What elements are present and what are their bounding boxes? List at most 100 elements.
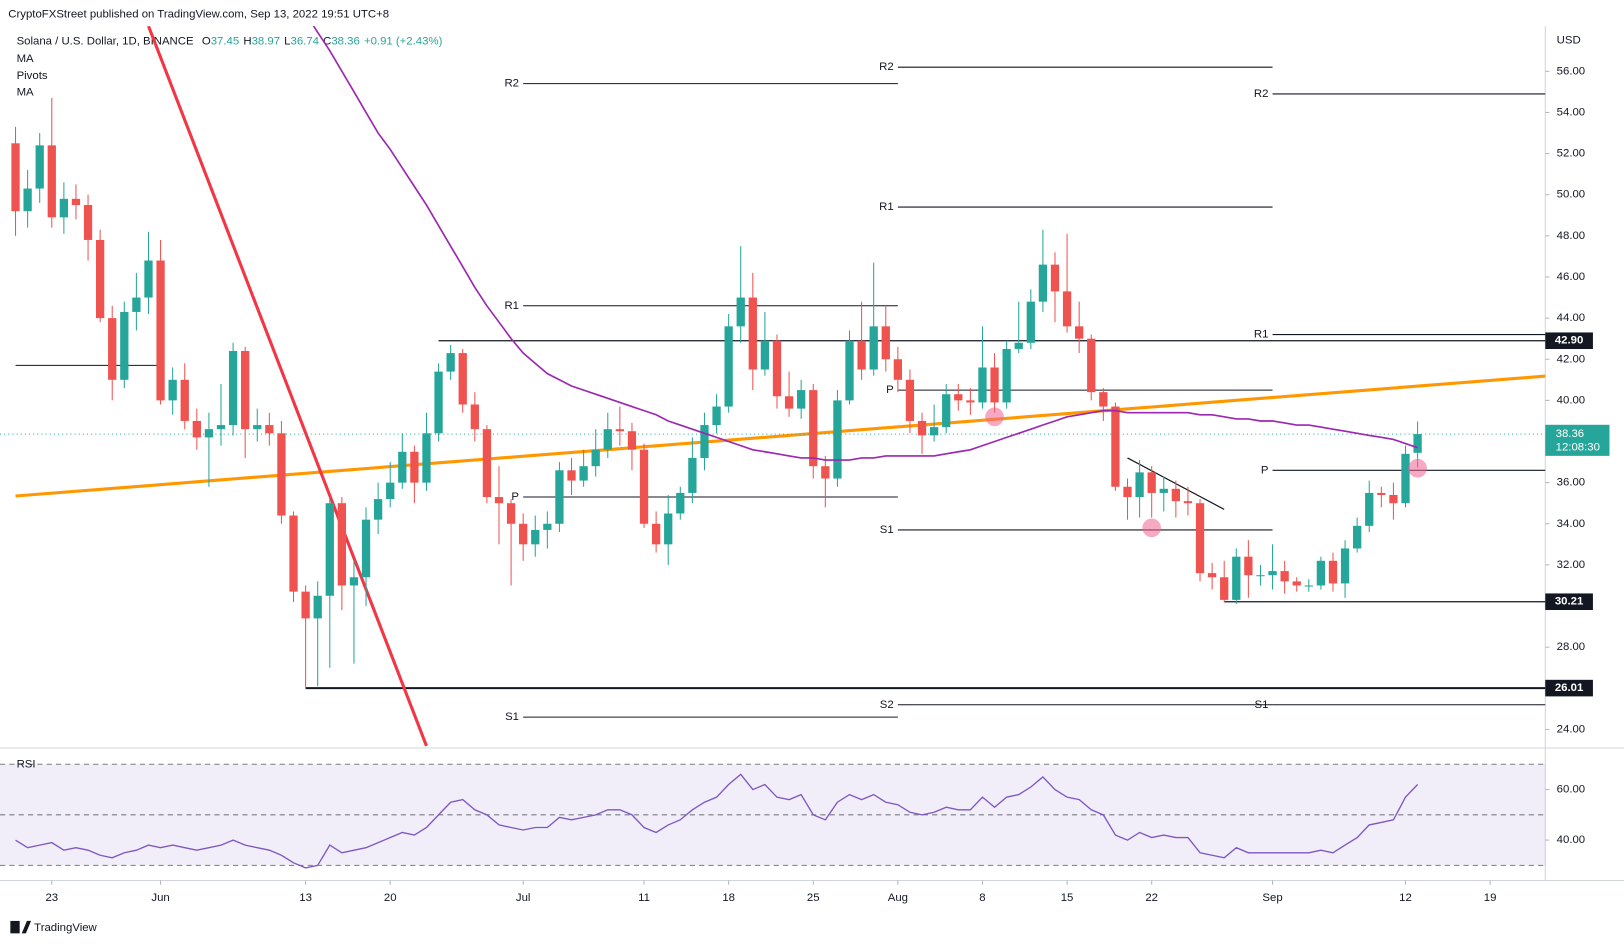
y-tick-label: 48.00 (1557, 230, 1585, 242)
candle-body (1328, 560, 1338, 584)
candle-body (1099, 392, 1108, 407)
candle-body (1292, 581, 1301, 586)
candle-body (47, 145, 56, 218)
highlight-marker (1142, 518, 1162, 538)
indicator-label: Pivots (17, 70, 48, 82)
candle-body (1123, 486, 1132, 498)
indicator-label: MA (17, 53, 34, 65)
candle-body (494, 497, 504, 504)
candle-body (373, 499, 383, 520)
y-tick-label: 42.00 (1557, 353, 1585, 365)
trendline (15, 374, 1546, 498)
candle-body (748, 297, 757, 370)
candle-body (398, 451, 407, 483)
candle-body (228, 351, 238, 426)
candle-body (23, 188, 32, 212)
candle-body (688, 457, 697, 493)
candle-body (277, 433, 286, 516)
candle-body (905, 379, 915, 421)
candle-body (1002, 348, 1011, 403)
candle-body (1062, 291, 1072, 327)
candle-body (434, 371, 443, 434)
candle-body (410, 451, 419, 483)
axes: 24.0026.0028.0030.0032.0034.0036.0038.00… (45, 65, 1610, 904)
candle-body (651, 523, 661, 545)
pivot-label: P (886, 384, 894, 396)
candle-body (519, 523, 528, 545)
candle-body (845, 340, 854, 401)
candle-body (446, 353, 455, 372)
y-tick-label: 50.00 (1557, 189, 1585, 201)
candle-body (893, 359, 903, 380)
x-tick-label: 20 (384, 892, 397, 904)
rsi-y-tick-label: 40.00 (1557, 834, 1585, 846)
x-tick-label: 12 (1399, 892, 1412, 904)
candle-body (809, 390, 818, 467)
symbol: Solana / U.S. Dollar, 1D, BINANCE (17, 36, 194, 48)
candle-body (253, 425, 262, 430)
candle-body (1014, 342, 1023, 349)
y-tick-label: 24.00 (1557, 723, 1585, 735)
candle-body (1256, 575, 1265, 577)
y-tick-label: 46.00 (1557, 271, 1585, 283)
pivot-label: S1 (505, 711, 519, 723)
candle-body (615, 429, 625, 432)
candle-body (990, 367, 999, 403)
candle-body (108, 318, 117, 380)
candle-body (325, 503, 334, 596)
pivot-label: S1 (880, 524, 894, 536)
pivot-label: R2 (1254, 88, 1269, 100)
candle-body (1183, 501, 1193, 504)
candle-body (289, 515, 298, 592)
candle-body (1038, 264, 1048, 302)
candle-body (1087, 338, 1096, 393)
candle-body (639, 449, 649, 524)
candle-body (966, 400, 975, 403)
candle-body (1171, 488, 1180, 502)
change: +0.91 (+2.43%) (364, 36, 443, 48)
candle-body (1026, 301, 1035, 343)
candle-body (954, 394, 963, 401)
candle-body (942, 394, 951, 428)
x-tick-label: 13 (299, 892, 312, 904)
y-tick-label: 54.00 (1557, 106, 1585, 118)
candle-body (1159, 488, 1168, 493)
candle-body (204, 429, 214, 438)
candle-body (712, 406, 721, 426)
candle-body (95, 239, 105, 319)
candle-body (821, 466, 830, 479)
ohlc-value: 36.74 (291, 36, 319, 48)
level-price-label: 42.90 (1555, 335, 1583, 347)
last-price-label: 38.36 (1556, 428, 1584, 440)
candle-body (1377, 492, 1386, 495)
candle-body (180, 379, 189, 421)
candle-body (627, 431, 637, 450)
x-tick-label: 15 (1061, 892, 1074, 904)
candle-body (881, 326, 890, 360)
candle-body (869, 326, 878, 370)
candle-body (543, 523, 552, 530)
trendline (147, 26, 428, 747)
candle-body (71, 198, 81, 205)
pivot-label: R1 (504, 300, 519, 312)
candle-body (833, 400, 842, 479)
candle-body (192, 420, 201, 438)
candle-body (1220, 577, 1229, 600)
candle-body (313, 595, 322, 619)
candle-body (736, 297, 745, 327)
highlight-marker (1408, 458, 1427, 478)
rsi-band (0, 764, 1546, 866)
x-tick-label: 23 (45, 892, 58, 904)
candle-body (1304, 585, 1313, 587)
ohlc-label: O (202, 36, 211, 48)
candle-body (1147, 472, 1156, 493)
countdown: 12:08:30 (1556, 442, 1600, 454)
candle-body (929, 427, 939, 436)
pivot-label: P (511, 491, 519, 503)
level-price-label: 26.01 (1555, 682, 1584, 694)
footer: TradingView (34, 922, 97, 934)
candle-body (361, 519, 371, 578)
y-tick-label: 44.00 (1557, 312, 1585, 324)
candle-body (1365, 492, 1374, 526)
x-tick-label: 19 (1484, 892, 1497, 904)
